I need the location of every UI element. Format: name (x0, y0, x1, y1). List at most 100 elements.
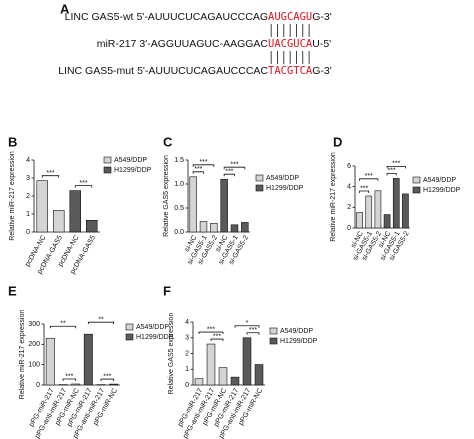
binding-site: UACGUCA (268, 38, 313, 50)
significance-bracket (234, 325, 260, 328)
legend-label: A549/DDP (423, 177, 456, 184)
bar (230, 376, 240, 386)
y-tick-label: 4 (347, 184, 351, 191)
significance-label: *** (230, 162, 238, 169)
y-axis-title: Relative miR-217 expression (19, 310, 26, 400)
bar (71, 383, 81, 386)
significance-label: ** (60, 321, 66, 328)
significance-bracket (62, 378, 77, 381)
legend-swatch (255, 184, 264, 192)
y-tick-label: 2 (185, 350, 189, 357)
bar (189, 176, 197, 233)
bar (241, 222, 249, 233)
significance-bracket (246, 332, 260, 335)
legend-label: A549/DDP (114, 157, 147, 164)
bar (206, 343, 216, 386)
significance-label: *** (46, 170, 54, 177)
y-tick-label: 2 (26, 193, 30, 200)
y-tick-label: 1.5 (174, 157, 184, 164)
significance-bracket (223, 173, 235, 177)
y-tick-label: 0 (185, 382, 189, 389)
significance-bracket (359, 178, 379, 181)
significance-bracket (198, 331, 224, 335)
sequence-name: miR-217 (97, 38, 137, 50)
significance-label: *** (79, 180, 87, 187)
bar (365, 195, 373, 229)
significance-label: *** (365, 173, 373, 180)
sequence-prefix: 5'-AUUUCUCAGAUCCCAC (137, 65, 268, 77)
binding-site: AUGCAGU (268, 11, 312, 23)
legend-label: A549/DDP (266, 175, 299, 182)
bar (199, 221, 208, 233)
bar (230, 224, 239, 233)
bar (83, 333, 93, 386)
y-tick-label: 0 (347, 225, 351, 232)
y-tick-label: 100 (28, 362, 40, 369)
bar (45, 337, 55, 386)
sequence-suffix: U-5' (312, 38, 331, 50)
y-tick-label: 1 (26, 211, 30, 218)
sequence-prefix: 3'-AGGUUAGUC-AAGGAC (139, 38, 268, 50)
y-tick-label: 3 (26, 175, 30, 182)
significance-label: *** (103, 373, 111, 380)
legend-label: H1299/DDP (114, 167, 152, 174)
legend-label: H1299/DDP (423, 187, 461, 194)
y-tick-label: 200 (28, 341, 40, 348)
bar (402, 193, 409, 229)
significance-bracket (192, 171, 204, 174)
panel-label: C (163, 134, 173, 149)
panel-label: F (163, 283, 171, 298)
bar (194, 378, 204, 386)
significance-bracket (386, 173, 397, 176)
y-tick-label: 1.0 (174, 181, 184, 188)
legend-swatch (103, 156, 112, 164)
bar (242, 337, 252, 386)
significance-label: *** (225, 169, 233, 176)
y-tick-label: 6 (347, 163, 351, 170)
sequence-name: LINC GAS5-wt (65, 11, 134, 23)
y-axis-title: Relative miR-217 expression (330, 152, 337, 242)
significance-bracket (192, 164, 215, 167)
significance-label: *** (65, 373, 73, 380)
bar (220, 178, 228, 233)
y-axis-title: Relative GAS5 expression (163, 155, 170, 237)
bar (86, 220, 98, 233)
y-tick-label: 4 (185, 319, 189, 326)
bar (109, 383, 119, 386)
legend-label: H1299/DDP (136, 334, 174, 341)
sequence-prefix: 5'-AUUUCUCAGAUCCCAG (136, 11, 268, 23)
legend-swatch (412, 176, 421, 184)
panel-label: B (8, 134, 17, 149)
significance-bracket (100, 378, 115, 382)
bar (69, 190, 81, 233)
significance-label: *** (249, 327, 257, 334)
panel-label: E (8, 283, 17, 298)
legend-swatch (125, 323, 134, 331)
bar (392, 178, 400, 229)
significance-bracket (386, 166, 406, 169)
significance-label: *** (392, 161, 400, 168)
legend-label: H1299/DDP (280, 338, 318, 345)
binding-site: TACGTCA (268, 65, 313, 77)
bar (53, 210, 65, 233)
y-tick-label: 0.0 (174, 229, 184, 236)
sequence-suffix: G-3' (312, 65, 332, 77)
legend-label: A549/DDP (280, 328, 313, 335)
panel-label: D (333, 134, 342, 149)
sequence-name: LINC GAS5-mut (58, 65, 134, 77)
significance-label: * (246, 320, 249, 327)
y-tick-label: 3 (185, 335, 189, 342)
y-tick-label: 2 (347, 204, 351, 211)
bar (374, 190, 382, 229)
significance-label: *** (388, 168, 396, 175)
significance-bracket (210, 338, 224, 342)
significance-label: *** (213, 333, 221, 340)
bar (383, 214, 391, 229)
y-tick-label: 1 (185, 366, 189, 373)
significance-label: *** (360, 185, 368, 192)
bar (254, 364, 264, 386)
significance-bracket (87, 321, 115, 325)
significance-label: *** (207, 326, 215, 333)
significance-bracket (49, 325, 77, 329)
significance-label: *** (199, 159, 207, 166)
